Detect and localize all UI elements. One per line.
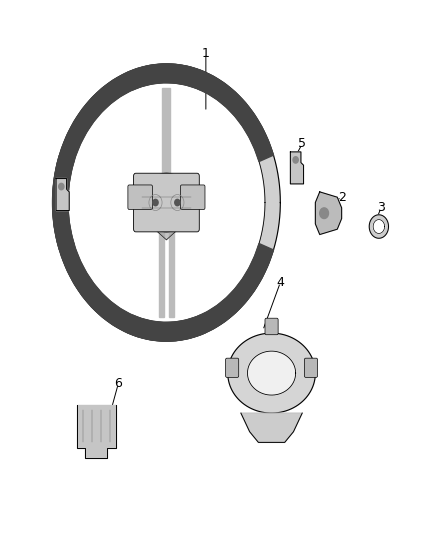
Polygon shape [290, 152, 304, 184]
Text: 1: 1 [202, 47, 210, 60]
FancyBboxPatch shape [128, 185, 152, 209]
Polygon shape [159, 203, 164, 317]
Circle shape [142, 173, 191, 232]
Polygon shape [53, 64, 280, 341]
Circle shape [175, 199, 180, 206]
Polygon shape [149, 224, 184, 240]
Circle shape [293, 157, 298, 163]
Circle shape [320, 208, 328, 219]
Text: 3: 3 [377, 201, 385, 214]
FancyBboxPatch shape [226, 358, 239, 377]
FancyBboxPatch shape [304, 358, 318, 377]
Text: 4: 4 [276, 276, 284, 289]
Circle shape [59, 183, 64, 190]
Polygon shape [127, 315, 205, 341]
Text: 2: 2 [338, 191, 346, 204]
FancyBboxPatch shape [134, 173, 199, 232]
Text: 5: 5 [57, 169, 65, 182]
Polygon shape [228, 333, 315, 413]
Circle shape [153, 199, 158, 206]
Polygon shape [315, 192, 342, 235]
Polygon shape [53, 155, 74, 250]
Circle shape [373, 220, 385, 233]
Polygon shape [127, 64, 205, 90]
Polygon shape [241, 413, 302, 442]
Polygon shape [77, 405, 116, 458]
Polygon shape [162, 88, 170, 179]
FancyBboxPatch shape [265, 318, 278, 335]
Polygon shape [247, 351, 296, 395]
Polygon shape [53, 64, 273, 341]
Text: 6: 6 [114, 377, 122, 390]
Text: 5: 5 [298, 138, 306, 150]
Circle shape [369, 215, 389, 238]
Polygon shape [169, 203, 174, 317]
FancyBboxPatch shape [180, 185, 205, 209]
Polygon shape [56, 179, 69, 211]
